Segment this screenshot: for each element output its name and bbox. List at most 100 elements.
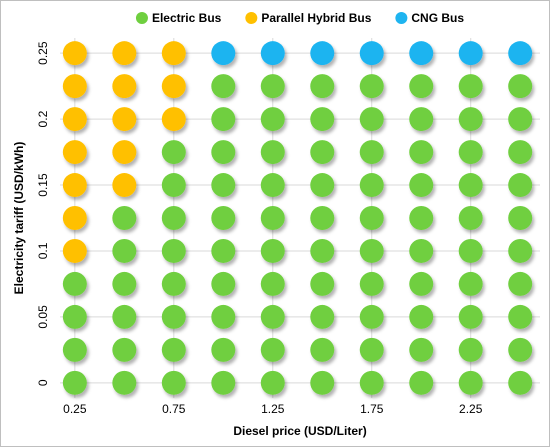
point	[508, 271, 533, 296]
x-tick-label: 1.75	[360, 402, 384, 416]
point	[161, 206, 186, 230]
point	[260, 107, 285, 132]
x-axis-title: Diesel price (USD/Liter)	[233, 424, 366, 438]
point	[211, 304, 236, 329]
point	[62, 370, 87, 395]
point	[458, 304, 483, 329]
point	[508, 140, 533, 165]
point	[409, 271, 434, 296]
point	[260, 74, 285, 99]
point	[359, 370, 384, 395]
point	[62, 206, 87, 230]
point	[508, 173, 533, 198]
point	[359, 304, 384, 329]
point	[458, 173, 483, 198]
point	[112, 206, 137, 230]
point	[112, 370, 137, 395]
point	[458, 41, 483, 66]
point	[161, 140, 186, 165]
point	[112, 41, 137, 66]
legend-label: CNG Bus	[411, 11, 464, 25]
x-tick-label: 2.25	[459, 402, 483, 416]
x-tick-label: 1.25	[261, 402, 285, 416]
point	[310, 107, 335, 132]
point	[409, 337, 434, 362]
point	[409, 140, 434, 165]
point	[359, 173, 384, 198]
point	[409, 107, 434, 132]
point	[211, 140, 236, 165]
point	[359, 271, 384, 296]
point	[409, 173, 434, 198]
point	[310, 140, 335, 165]
point	[409, 238, 434, 263]
y-tick-label: 0	[36, 379, 50, 386]
y-axis-title: Electricity tariff (USD/kWh)	[12, 142, 26, 295]
legend: Electric Bus Parallel Hybrid Bus CNG Bus	[135, 11, 464, 25]
y-tick-label: 0.15	[36, 173, 50, 197]
point	[310, 41, 335, 66]
point	[62, 271, 87, 296]
x-tick-label: 0.25	[63, 402, 87, 416]
points	[62, 41, 533, 395]
point	[112, 304, 137, 329]
point	[62, 140, 87, 165]
point	[508, 337, 533, 362]
point	[458, 370, 483, 395]
point	[359, 140, 384, 165]
point	[359, 41, 384, 66]
point	[260, 304, 285, 329]
legend-marker	[245, 12, 258, 24]
point	[260, 271, 285, 296]
point	[409, 74, 434, 99]
point	[508, 304, 533, 329]
point	[260, 370, 285, 395]
point	[359, 206, 384, 230]
point	[508, 41, 533, 66]
point	[359, 107, 384, 132]
point	[409, 206, 434, 230]
point	[161, 337, 186, 362]
point	[161, 304, 186, 329]
point	[310, 271, 335, 296]
point	[62, 304, 87, 329]
point	[508, 370, 533, 395]
point	[458, 74, 483, 99]
point	[260, 41, 285, 66]
point	[211, 206, 236, 230]
point	[161, 238, 186, 263]
point	[508, 74, 533, 99]
point	[409, 370, 434, 395]
point	[458, 107, 483, 132]
point	[310, 173, 335, 198]
point	[508, 238, 533, 263]
point	[310, 238, 335, 263]
point	[211, 173, 236, 198]
point	[112, 271, 137, 296]
point	[211, 107, 236, 132]
point	[359, 337, 384, 362]
point	[112, 173, 137, 198]
point	[62, 41, 87, 66]
point	[310, 370, 335, 395]
point	[161, 271, 186, 296]
legend-label: Electric Bus	[152, 11, 222, 25]
point	[62, 107, 87, 132]
point	[458, 337, 483, 362]
point	[211, 271, 236, 296]
legend-marker	[395, 12, 408, 24]
point	[458, 140, 483, 165]
point	[359, 74, 384, 99]
point	[508, 206, 533, 230]
y-tick-label: 0.25	[36, 41, 50, 65]
point	[260, 140, 285, 165]
point	[62, 173, 87, 198]
y-tick-label: 0.2	[36, 110, 50, 127]
point	[211, 74, 236, 99]
point	[508, 107, 533, 132]
point	[310, 74, 335, 99]
point	[112, 140, 137, 165]
y-tick-label: 0.1	[36, 242, 50, 259]
point	[211, 370, 236, 395]
